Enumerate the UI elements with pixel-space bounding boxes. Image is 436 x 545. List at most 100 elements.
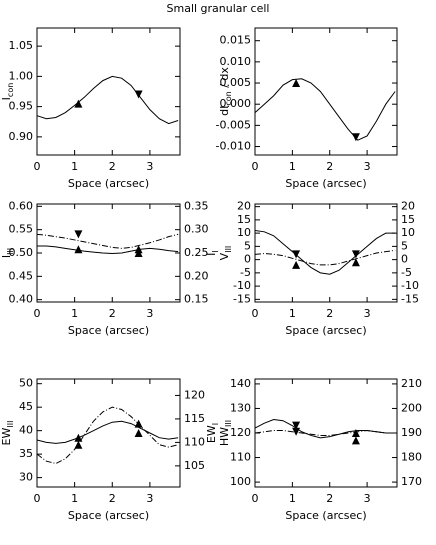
y-tick-label: -15 (233, 292, 251, 305)
x-tick-label: 3 (146, 492, 153, 505)
line (254, 430, 396, 436)
y2-tick-label: -10 (401, 279, 419, 292)
x-axis-label: Space (arcsec) (68, 324, 149, 337)
y-tick-label: 45 (19, 400, 33, 413)
line (254, 418, 396, 439)
y-tick-label: 0.55 (9, 223, 34, 236)
y-tick-label: 0 (244, 253, 251, 266)
x-tick-label: 2 (109, 307, 116, 320)
x-tick-label: 3 (364, 307, 371, 320)
axis-label: EWIII (0, 421, 15, 446)
y-tick-label: 0.60 (9, 199, 34, 212)
y-tick-label: 0.50 (9, 246, 34, 259)
marker (292, 79, 301, 88)
axis-label-sub: III (224, 246, 233, 253)
y2-tick-label: 0.30 (184, 223, 209, 236)
axis-label-base: I (0, 97, 13, 100)
y2-tick-label: 0.35 (184, 199, 209, 212)
marker (292, 427, 301, 436)
line (254, 78, 396, 141)
y-tick-label: 20 (237, 200, 251, 213)
axis-label-sub: III (6, 421, 15, 428)
marker (351, 250, 360, 259)
y2-tick-label: 10 (401, 226, 415, 239)
x-tick-label: 0 (34, 492, 41, 505)
line (36, 406, 179, 465)
y-tick-label: 110 (230, 451, 251, 464)
marker (134, 419, 143, 428)
y-tick-label: 0.000 (220, 97, 252, 110)
line (36, 420, 179, 444)
axis-label-base: I (0, 255, 13, 258)
x-tick-label: 1 (289, 492, 296, 505)
x-axis-label: Space (arcsec) (285, 177, 366, 190)
y-tick-label: -10 (233, 279, 251, 292)
x-tick-label: 1 (71, 307, 78, 320)
plot-frame (254, 203, 398, 303)
y-tick-label: 140 (230, 377, 251, 390)
axis-label-sub: I (211, 250, 220, 252)
y2-tick-label: 5 (401, 239, 408, 252)
y-tick-label: 0.005 (220, 76, 252, 89)
axis-label: dIcon / dx (218, 67, 233, 116)
marker (134, 249, 143, 257)
y-tick-label: 0.95 (9, 100, 34, 113)
x-tick-label: 3 (146, 160, 153, 173)
x-tick-label: 1 (289, 160, 296, 173)
y2-tick-label: 190 (401, 426, 422, 439)
axis-label-sub: con (6, 83, 15, 97)
line (254, 229, 396, 275)
y-tick-label: 0.45 (9, 269, 34, 282)
x-tick-label: 2 (326, 307, 333, 320)
axis-label: EWI (205, 423, 220, 443)
y2-tick-label: 210 (401, 377, 422, 390)
y2-tick-label: 0.25 (184, 246, 209, 259)
marker (292, 260, 301, 269)
axis-label-base: EW (0, 428, 13, 446)
x-tick-label: 2 (109, 492, 116, 505)
y-tick-label: -0.010 (216, 140, 251, 153)
y-tick-label: 40 (19, 424, 33, 437)
y2-tick-label: 120 (184, 388, 205, 401)
axis-label-base: HW (218, 427, 231, 446)
plot-frame (36, 27, 181, 156)
x-tick-label: 2 (326, 492, 333, 505)
x-tick-label: 3 (364, 492, 371, 505)
marker (74, 440, 83, 449)
y-tick-label: 50 (19, 377, 33, 390)
y-tick-label: 1.05 (9, 39, 34, 52)
y2-tick-label: 170 (401, 475, 422, 488)
line (36, 75, 179, 125)
marker (74, 245, 83, 254)
line (254, 249, 396, 266)
axis-label: IIII (0, 248, 15, 258)
axis-label-base: V (218, 252, 231, 260)
y2-tick-label: 0.20 (184, 269, 209, 282)
x-axis-label: Space (arcsec) (285, 509, 366, 522)
y-tick-label: 35 (19, 447, 33, 460)
x-tick-label: 1 (71, 160, 78, 173)
marker (74, 433, 83, 442)
x-axis-label: Space (arcsec) (68, 509, 149, 522)
y-tick-label: 0.010 (220, 55, 252, 68)
x-tick-label: 2 (109, 160, 116, 173)
marker (74, 230, 83, 239)
axis-label-base: dI (218, 106, 231, 116)
marker (74, 99, 83, 108)
y-tick-label: 15 (237, 213, 251, 226)
y2-tick-label: 15 (401, 213, 415, 226)
y2-tick-label: -5 (401, 266, 412, 279)
y-tick-label: 130 (230, 401, 251, 414)
y-tick-label: -0.005 (216, 118, 251, 131)
axis-label-base: I (205, 253, 218, 256)
marker (292, 421, 301, 430)
marker (351, 429, 360, 437)
x-axis-label: Space (arcsec) (68, 177, 149, 190)
y-tick-label: -5 (240, 266, 251, 279)
marker (351, 258, 360, 267)
y-tick-label: 0.015 (220, 34, 252, 47)
y2-tick-label: 180 (401, 451, 422, 464)
y2-tick-label: 115 (184, 412, 205, 425)
marker (292, 250, 301, 259)
